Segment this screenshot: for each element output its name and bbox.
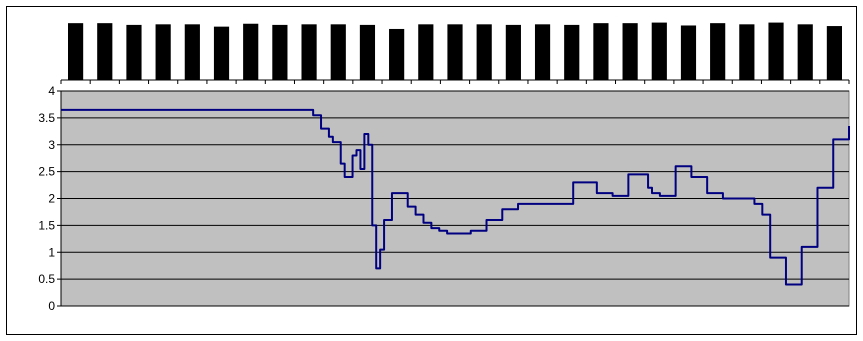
gridlines (61, 90, 849, 280)
top-bar (680, 25, 697, 80)
top-bar (184, 24, 200, 80)
top-bar (330, 24, 346, 80)
top-bar (710, 23, 726, 80)
y-tick-label: 0 (48, 299, 55, 313)
top-bar (97, 23, 113, 80)
top-bar (534, 24, 551, 80)
top-bar (272, 24, 288, 80)
top-bar (505, 24, 521, 80)
top-bar (739, 24, 755, 80)
series-line (61, 108, 850, 286)
top-bar (243, 23, 259, 81)
y-axis-tick-labels: 0 0.5 1 1.5 2 2.5 3 3.5 4 (38, 84, 61, 313)
chart-area: 0 0.5 1 1.5 2 2.5 3 3.5 4 (6, 6, 857, 335)
top-bar (447, 24, 463, 80)
top-bar (797, 24, 813, 80)
top-bars-group (68, 22, 842, 81)
top-bar (418, 24, 434, 80)
y-tick-label: 2.5 (38, 165, 55, 179)
top-bar (768, 22, 784, 80)
chart-svg: 0 0.5 1 1.5 2 2.5 3 3.5 4 (38, 22, 850, 313)
top-bar (68, 23, 84, 80)
y-tick-label: 3 (48, 138, 55, 152)
y-tick-label: 1.5 (38, 218, 55, 232)
top-bar (651, 22, 667, 80)
top-bar (826, 26, 842, 81)
top-bar (301, 24, 317, 80)
top-bar (564, 24, 580, 80)
top-bar (359, 24, 376, 80)
top-bar (622, 23, 638, 80)
x-axis-ticks (60, 79, 850, 84)
top-bar (155, 24, 171, 80)
top-bar (593, 23, 609, 80)
top-bar (126, 24, 142, 80)
y-tick-label: 0.5 (38, 272, 55, 286)
top-bar (476, 24, 492, 80)
y-tick-label: 1 (48, 245, 55, 259)
y-tick-label: 4 (48, 84, 55, 98)
top-bar (213, 26, 230, 80)
y-tick-label: 3.5 (38, 111, 55, 125)
top-bar (389, 28, 405, 80)
y-tick-label: 2 (48, 192, 55, 206)
